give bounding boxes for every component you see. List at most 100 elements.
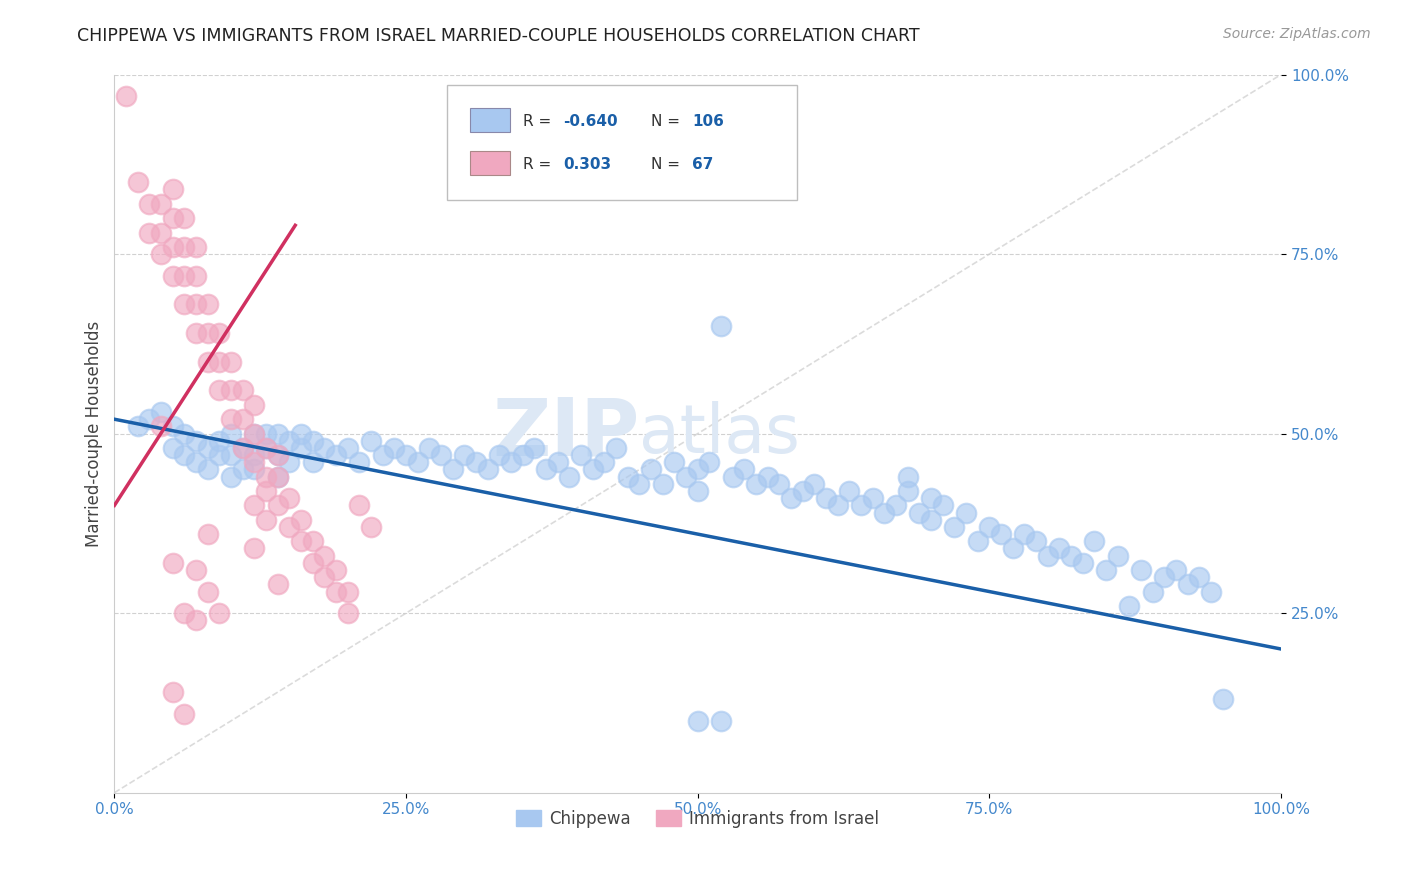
Point — [278, 520, 301, 534]
Point — [254, 441, 277, 455]
Point — [278, 491, 301, 506]
Point — [640, 462, 662, 476]
Point — [1071, 556, 1094, 570]
Point — [1095, 563, 1118, 577]
Text: R =: R = — [523, 157, 551, 172]
Point — [406, 455, 429, 469]
Point — [582, 462, 605, 476]
Point — [1177, 577, 1199, 591]
Point — [838, 483, 860, 498]
Point — [138, 196, 160, 211]
Point — [208, 326, 231, 340]
Point — [173, 606, 195, 620]
Point — [686, 462, 709, 476]
Point — [232, 384, 254, 398]
Point — [780, 491, 803, 506]
Point — [384, 441, 406, 455]
Text: CHIPPEWA VS IMMIGRANTS FROM ISRAEL MARRIED-COUPLE HOUSEHOLDS CORRELATION CHART: CHIPPEWA VS IMMIGRANTS FROM ISRAEL MARRI… — [77, 27, 920, 45]
Point — [418, 441, 440, 455]
Point — [197, 355, 219, 369]
Point — [664, 455, 686, 469]
Point — [150, 419, 173, 434]
Point — [569, 448, 592, 462]
Point — [197, 584, 219, 599]
Text: Source: ZipAtlas.com: Source: ZipAtlas.com — [1223, 27, 1371, 41]
Point — [219, 448, 242, 462]
Point — [219, 469, 242, 483]
Point — [325, 584, 347, 599]
Point — [301, 556, 323, 570]
Point — [150, 196, 173, 211]
Point — [173, 211, 195, 226]
Point — [162, 441, 184, 455]
Point — [710, 714, 733, 728]
Point — [208, 434, 231, 448]
Point — [173, 240, 195, 254]
Point — [1153, 570, 1175, 584]
Point — [184, 613, 207, 627]
Point — [675, 469, 697, 483]
Point — [325, 448, 347, 462]
Point — [453, 448, 475, 462]
Point — [254, 513, 277, 527]
Point — [745, 476, 768, 491]
Point — [115, 89, 138, 103]
Point — [290, 441, 312, 455]
Point — [267, 469, 290, 483]
FancyBboxPatch shape — [470, 151, 510, 175]
Point — [173, 426, 195, 441]
Point — [908, 506, 931, 520]
Point — [162, 685, 184, 699]
Point — [243, 426, 266, 441]
Point — [897, 469, 920, 483]
Point — [150, 405, 173, 419]
Point — [232, 412, 254, 426]
Point — [173, 268, 195, 283]
Point — [897, 483, 920, 498]
Point — [267, 448, 290, 462]
Point — [1036, 549, 1059, 563]
Point — [593, 455, 616, 469]
Point — [756, 469, 779, 483]
Text: N =: N = — [651, 157, 681, 172]
Point — [232, 462, 254, 476]
Point — [1212, 692, 1234, 706]
Text: ZIP: ZIP — [492, 394, 640, 473]
Point — [184, 326, 207, 340]
Point — [558, 469, 581, 483]
Point — [1164, 563, 1187, 577]
Point — [197, 297, 219, 311]
Point — [290, 513, 312, 527]
Text: N =: N = — [651, 113, 681, 128]
Point — [360, 434, 382, 448]
Point — [884, 499, 907, 513]
Point — [966, 534, 988, 549]
Point — [243, 455, 266, 469]
Point — [325, 563, 347, 577]
Point — [441, 462, 464, 476]
Point — [336, 606, 359, 620]
Point — [710, 318, 733, 333]
Point — [278, 455, 301, 469]
FancyBboxPatch shape — [470, 108, 510, 132]
Point — [477, 462, 499, 476]
Point — [243, 462, 266, 476]
Point — [1199, 584, 1222, 599]
Text: 67: 67 — [692, 157, 713, 172]
Point — [219, 412, 242, 426]
Text: -0.640: -0.640 — [564, 113, 619, 128]
Point — [616, 469, 638, 483]
Point — [1025, 534, 1047, 549]
Point — [990, 527, 1012, 541]
Point — [267, 499, 290, 513]
Point — [197, 527, 219, 541]
Point — [162, 419, 184, 434]
Point — [243, 426, 266, 441]
Point — [197, 441, 219, 455]
Point — [184, 563, 207, 577]
Point — [768, 476, 790, 491]
Point — [208, 448, 231, 462]
Point — [267, 426, 290, 441]
Point — [349, 455, 371, 469]
Point — [162, 182, 184, 196]
